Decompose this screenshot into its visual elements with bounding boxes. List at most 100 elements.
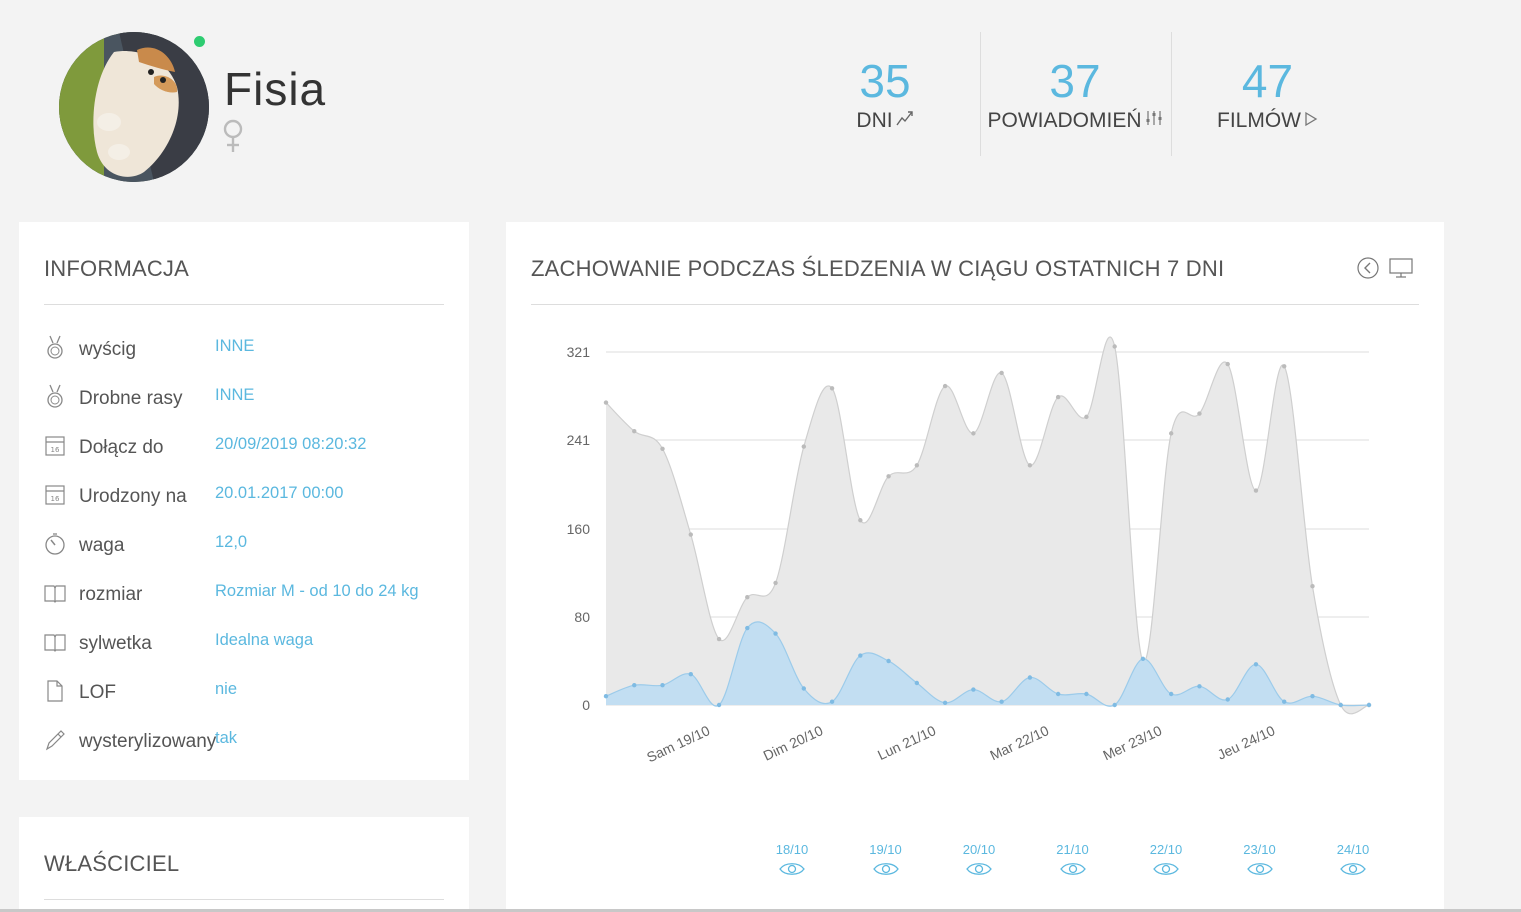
data-point xyxy=(1140,656,1146,662)
info-title: INFORMACJA xyxy=(44,256,189,281)
info-row: LOF nie xyxy=(44,678,444,704)
day-view-link[interactable]: 19/10 xyxy=(856,842,916,882)
info-value[interactable]: tak xyxy=(215,729,238,747)
info-row: wysterylizowany tak xyxy=(44,727,444,753)
data-point xyxy=(1027,675,1033,680)
x-tick-label: Dim 20/10 xyxy=(761,722,826,764)
data-point xyxy=(688,532,693,537)
y-tick-label: 80 xyxy=(574,609,590,625)
avatar xyxy=(59,32,209,182)
sliders-icon xyxy=(1145,109,1163,133)
data-point xyxy=(858,653,863,658)
svg-text:16: 16 xyxy=(51,495,60,503)
stat-notifications-value: 37 xyxy=(1049,55,1101,107)
info-value: 20.01.2017 00:00 xyxy=(215,484,344,502)
day-link-label: 19/10 xyxy=(869,842,902,857)
data-point xyxy=(1055,394,1061,400)
stat-videos-label: FILMÓW xyxy=(1217,109,1301,132)
data-point xyxy=(1055,691,1061,697)
data-point xyxy=(801,686,807,691)
data-point xyxy=(688,672,693,677)
info-value: 20/09/2019 08:20:32 xyxy=(215,435,367,453)
data-point xyxy=(745,625,750,631)
info-value: Idealna waga xyxy=(215,631,314,649)
data-point xyxy=(858,518,863,523)
data-point xyxy=(1310,694,1315,699)
data-point xyxy=(1112,702,1117,708)
info-key: waga xyxy=(79,535,125,556)
data-point xyxy=(886,474,891,479)
stat-divider xyxy=(1171,32,1172,156)
day-view-link[interactable]: 24/10 xyxy=(1323,842,1383,882)
data-point xyxy=(942,700,948,706)
x-tick-label: Sam 19/10 xyxy=(644,722,712,765)
calendar-icon: 16 xyxy=(44,482,66,508)
stat-divider xyxy=(980,32,981,156)
series-area xyxy=(606,621,1369,707)
stat-notifications-label: POWIADOMIEŃ xyxy=(987,109,1142,132)
data-point xyxy=(886,658,891,664)
day-view-link[interactable]: 21/10 xyxy=(1043,842,1103,882)
timer-icon xyxy=(44,531,66,557)
info-key: Drobne rasy xyxy=(79,388,183,409)
x-tick-label: Jeu 24/10 xyxy=(1215,722,1278,763)
y-tick-label: 241 xyxy=(567,432,591,448)
day-link-label: 24/10 xyxy=(1336,842,1370,857)
data-point xyxy=(1282,364,1287,369)
info-row: 16 Dołącz do 20/09/2019 08:20:32 xyxy=(44,433,444,459)
data-point xyxy=(1253,488,1259,493)
info-key: sylwetka xyxy=(79,633,152,654)
day-view-link[interactable]: 22/10 xyxy=(1136,842,1196,882)
stat-notifications[interactable]: 37 POWIADOMIEŃ xyxy=(985,55,1165,133)
info-value: INNE xyxy=(215,337,255,355)
eye-icon xyxy=(1153,863,1179,875)
play-icon xyxy=(1304,109,1318,133)
data-point xyxy=(1197,411,1202,416)
x-tick-label: Mer 23/10 xyxy=(1100,722,1164,763)
data-point xyxy=(660,446,665,451)
day-view-link[interactable]: 20/10 xyxy=(949,842,1009,882)
stat-days[interactable]: 35 DNI xyxy=(830,55,940,133)
data-point xyxy=(1366,702,1372,708)
x-tick-label: Lun 21/10 xyxy=(875,722,938,763)
eye-icon xyxy=(966,863,992,875)
info-key: wysterylizowany xyxy=(79,731,217,752)
female-icon xyxy=(221,118,245,159)
stat-videos[interactable]: 47 FILMÓW xyxy=(1200,55,1335,133)
info-key: rozmiar xyxy=(79,584,143,605)
info-row: 16 Urodzony na 20.01.2017 00:00 xyxy=(44,482,444,508)
divider xyxy=(531,304,1419,305)
monitor-icon[interactable] xyxy=(1388,256,1414,285)
trend-icon xyxy=(896,109,914,133)
data-point xyxy=(1112,344,1117,349)
info-key: LOF xyxy=(79,682,116,703)
data-point xyxy=(716,702,722,708)
data-point xyxy=(603,694,609,699)
day-link-label: 23/10 xyxy=(1243,842,1276,857)
day-view-link[interactable]: 18/10 xyxy=(762,842,822,882)
back-icon[interactable] xyxy=(1356,256,1380,285)
info-row: Drobne rasy INNE xyxy=(44,384,444,410)
divider xyxy=(44,304,444,305)
data-point xyxy=(1168,691,1174,697)
data-point xyxy=(942,383,948,389)
data-point xyxy=(829,699,835,704)
medal-icon xyxy=(44,335,66,361)
book-icon xyxy=(44,629,66,655)
data-point xyxy=(1282,699,1287,704)
data-point xyxy=(660,683,665,688)
data-point xyxy=(1084,691,1089,697)
data-point xyxy=(1168,431,1174,436)
owner-title: WŁAŚCICIEL xyxy=(44,851,180,876)
series-line xyxy=(605,621,1370,707)
day-view-link[interactable]: 23/10 xyxy=(1230,842,1290,882)
data-point xyxy=(1225,697,1230,702)
data-point xyxy=(914,463,920,468)
online-status-dot xyxy=(192,34,207,49)
stat-days-value: 35 xyxy=(859,55,911,107)
horizontal-scrollbar[interactable] xyxy=(0,909,1521,912)
data-point xyxy=(1084,414,1089,420)
info-value: 12,0 xyxy=(215,533,248,551)
info-key: wyścig xyxy=(79,339,137,360)
stat-videos-value: 47 xyxy=(1241,55,1294,107)
